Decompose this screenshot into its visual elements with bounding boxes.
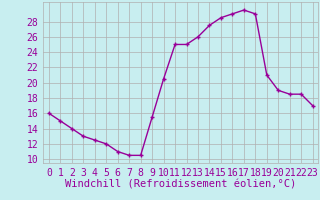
X-axis label: Windchill (Refroidissement éolien,°C): Windchill (Refroidissement éolien,°C)	[65, 179, 296, 189]
